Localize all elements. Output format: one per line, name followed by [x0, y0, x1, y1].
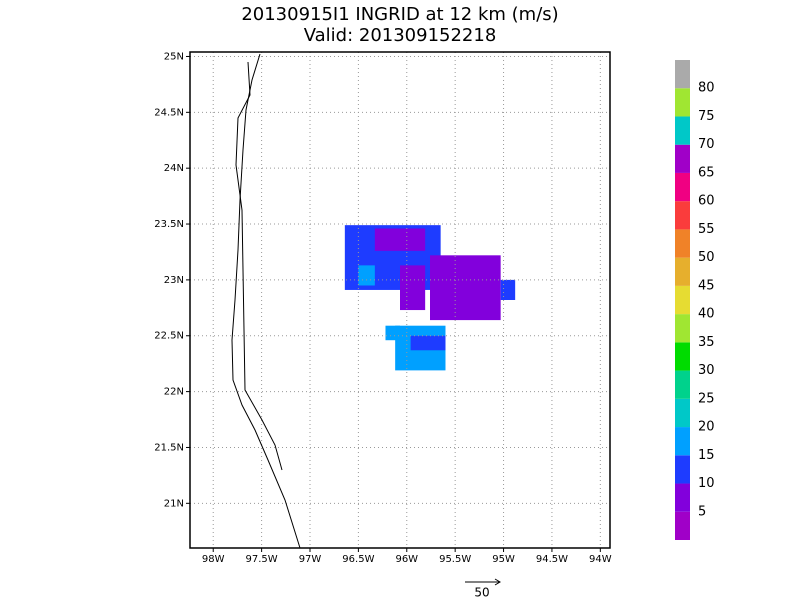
- colorbar-swatch: [675, 144, 690, 173]
- y-tick-label: 21.5N: [154, 442, 184, 453]
- colorbar-swatch: [675, 229, 690, 258]
- colorbar-swatch: [675, 285, 690, 315]
- plot-frame: [189, 51, 611, 549]
- colorbar-swatch: [675, 370, 690, 399]
- x-tick-label: 97W: [299, 554, 322, 565]
- wind-cell: [374, 228, 426, 251]
- y-tick-label: 22.5N: [154, 331, 184, 342]
- colorbar-label: 65: [698, 165, 715, 180]
- colorbar-label: 10: [698, 476, 715, 491]
- x-tick-label: 94.5W: [536, 554, 568, 565]
- vector-scale-label: 50: [474, 586, 489, 600]
- subtitle: Valid: 201309152218: [304, 25, 497, 46]
- colorbar-swatch: [675, 314, 690, 343]
- colorbar-swatch: [675, 116, 690, 145]
- colorbar-label: 70: [698, 137, 715, 152]
- wind-cell: [400, 265, 426, 311]
- colorbar-swatch: [675, 257, 690, 286]
- vector-scale-arrowhead: [494, 578, 501, 586]
- y-tick-label: 24N: [164, 163, 184, 174]
- colorbar-label: 40: [698, 307, 715, 322]
- y-tick-label: 24.5N: [154, 107, 184, 118]
- colorbar-swatch: [675, 342, 690, 371]
- coastline: [231, 53, 301, 549]
- colorbar-label: 75: [698, 109, 715, 124]
- colorbar-label: 30: [698, 363, 715, 378]
- colorbar-label: 35: [698, 335, 715, 350]
- colorbar-swatch: [675, 455, 690, 484]
- colorbar-swatch: [675, 427, 690, 456]
- y-tick-label: 23N: [164, 275, 184, 286]
- colorbar-label: 20: [698, 420, 715, 435]
- colorbar-swatch: [675, 172, 690, 202]
- colorbar-swatch: [675, 511, 690, 540]
- colorbar-label: 45: [698, 278, 715, 293]
- x-tick-label: 95W: [492, 554, 515, 565]
- x-tick-label: 96W: [395, 554, 418, 565]
- coastline-lagoon: [235, 61, 283, 471]
- colorbar-label: 25: [698, 391, 715, 406]
- x-tick-label: 98W: [202, 554, 225, 565]
- colorbar-label: 5: [698, 504, 706, 519]
- y-tick-label: 25N: [164, 51, 184, 62]
- colorbar-label: 15: [698, 448, 715, 463]
- wind-cell: [410, 335, 446, 351]
- wind-cell: [358, 265, 375, 286]
- x-tick-label: 96.5W: [342, 554, 374, 565]
- colorbar-label: 60: [698, 194, 715, 209]
- title: 20130915I1 INGRID at 12 km (m/s): [241, 4, 558, 25]
- colorbar-swatch: [675, 201, 690, 230]
- x-tick-label: 95.5W: [439, 554, 471, 565]
- colorbar-swatch: [675, 398, 690, 428]
- colorbar-swatch: [675, 60, 690, 89]
- colorbar-swatch: [675, 483, 690, 512]
- colorbar-label: 50: [698, 250, 715, 265]
- colorbar-label: 55: [698, 222, 715, 237]
- colorbar-swatch: [675, 88, 690, 117]
- wind-cell: [500, 279, 516, 300]
- y-tick-label: 22N: [164, 387, 184, 398]
- x-tick-label: 94W: [589, 554, 612, 565]
- colorbar-label: 80: [698, 81, 715, 96]
- wind-cell: [385, 325, 400, 341]
- wind-cell: [430, 255, 501, 321]
- y-tick-label: 23.5N: [154, 219, 184, 230]
- y-tick-label: 21N: [164, 498, 184, 509]
- x-tick-label: 97.5W: [246, 554, 278, 565]
